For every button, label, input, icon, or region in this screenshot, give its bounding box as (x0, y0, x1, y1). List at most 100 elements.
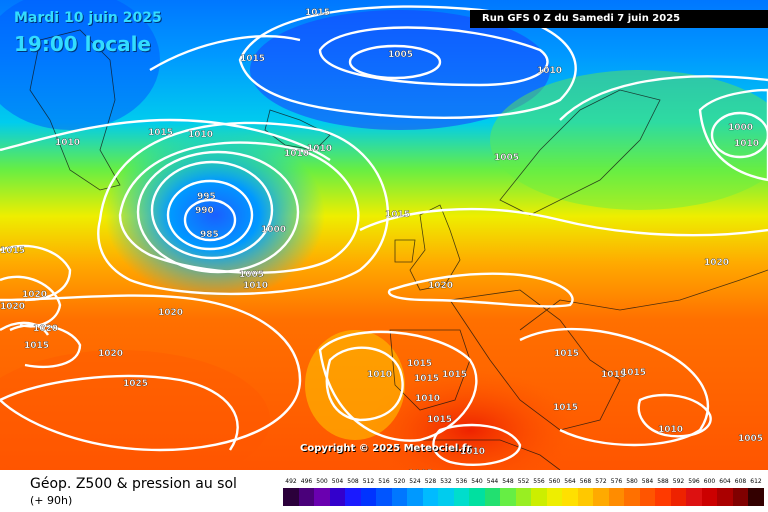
isobar-label: 1010 (188, 130, 213, 140)
scale-tick-label: 548 (502, 478, 514, 485)
isobar-label: 1010 (367, 370, 392, 380)
color-scale: 492 496 500 504 508 512 516 520 524 528 532 536 540 5… (283, 478, 764, 508)
isobar-1020-europe (387, 272, 574, 308)
isobar-label: 1020 (33, 324, 58, 334)
legend-title: Géop. Z500 & pression au sol (30, 476, 237, 492)
scale-color-swatch (422, 488, 439, 506)
scale-tick-label: 584 (641, 478, 654, 485)
scale-color-swatch (608, 488, 625, 506)
scale-color-swatch (562, 488, 578, 506)
scale-color-swatch (298, 488, 315, 506)
scale-color-swatch (717, 488, 733, 506)
scale-tick-label: 512 (362, 478, 375, 485)
scale-color-swatch (624, 488, 640, 506)
scale-color-swatch (329, 488, 346, 506)
scandinavia-field (490, 70, 768, 210)
isobar-label: 1015 (621, 368, 646, 378)
isobar-1010-east (637, 393, 712, 438)
isobar-label: 1015 (554, 349, 579, 359)
scale-color-swatch (391, 488, 408, 506)
scale-color-swatch (686, 488, 702, 506)
nw-cold-field (0, 0, 160, 130)
isobar-label: 1010 (658, 425, 683, 435)
scale-tick-label: 536 (455, 478, 468, 485)
isobar-label: 1015 (0, 246, 25, 256)
legend-footer: Géop. Z500 & pression au sol (+ 90h) 492… (0, 470, 768, 512)
isobar-990 (166, 179, 254, 251)
scale-color-swatch (670, 488, 687, 506)
scale-tick-label: 592 (672, 478, 685, 485)
biscay-warm-field (305, 330, 405, 440)
scale-tick-label: 528 (424, 478, 437, 485)
isobar-label: 1015 (553, 403, 578, 413)
isobar-label: 1005 (388, 50, 413, 60)
scale-tick-label: 524 (409, 478, 421, 485)
isobar-1015-west (0, 244, 72, 302)
isobar-label: 1010 (55, 138, 80, 148)
isobar-1010-ne (559, 75, 768, 121)
scale-tick-label: 576 (610, 478, 623, 485)
scale-tick-label: 532 (440, 478, 452, 485)
scale-tick-label: 580 (626, 478, 638, 485)
scale-tick-label: 504 (331, 478, 344, 485)
isobar-1015-med (519, 327, 710, 447)
scale-tick-label: 588 (657, 478, 669, 485)
isobar-label: 1000 (261, 225, 286, 235)
scale-color-swatch (453, 488, 470, 506)
scale-color-swatch (593, 488, 609, 506)
scale-color-swatch (515, 488, 532, 506)
isobar-label: 1015 (601, 370, 626, 380)
scale-color-swatch (701, 488, 718, 506)
isobar-label: 1020 (704, 258, 729, 268)
isobar-label: 1015 (24, 341, 49, 351)
scale-tick-label: 552 (517, 478, 530, 485)
isobar-label: 1010 (415, 394, 440, 404)
isobar-label: 985 (200, 230, 219, 240)
scale-tick-label: 564 (564, 478, 576, 485)
isobar-1015-nw (149, 35, 301, 72)
scale-color-swatch (655, 488, 671, 506)
isobar-985 (183, 198, 237, 242)
scale-tick-label: 520 (393, 478, 406, 485)
isobar-label: 1015 (442, 370, 467, 380)
scale-color-swatch (484, 488, 501, 506)
isobar-1005-central (118, 141, 360, 274)
isobar-label: 1015 (407, 359, 432, 369)
scale-color-swatch (438, 488, 454, 506)
scale-tick-label: 604 (719, 478, 731, 485)
isobar-1020-south (0, 294, 302, 452)
scale-tick-label: 492 (285, 478, 297, 485)
isobar-label: 1010 (734, 139, 759, 149)
isobar-1005-north (348, 44, 442, 80)
iberia-hot-field (360, 370, 580, 470)
scale-tick-label: 572 (595, 478, 607, 485)
isobar-label: 1015 (148, 128, 173, 138)
isobar-label: 1005 (239, 270, 264, 280)
isobar-label: 1010 (243, 281, 268, 291)
isobar-label: 990 (195, 206, 214, 216)
isobar-1015-iberia (318, 330, 478, 442)
isobar-label: 1010 (307, 144, 332, 154)
scale-tick-label: 508 (347, 478, 359, 485)
scale-color-swatch (407, 488, 423, 506)
isobar-1000-ne (710, 111, 768, 159)
isobar-label: 1020 (428, 281, 453, 291)
isobar-label: 1020 (0, 302, 25, 312)
isobar-label: 1020 (98, 349, 123, 359)
isobar-1010-west-north (0, 118, 331, 161)
isobars (0, 5, 768, 466)
scale-color-swatch (469, 488, 485, 506)
scale-tick-label: 596 (688, 478, 700, 485)
legend-forecast-hour: (+ 90h) (30, 494, 73, 507)
forecast-date: Mardi 10 juin 2025 (14, 10, 162, 26)
isobar-1010-iberia (325, 346, 404, 422)
isobar-label: 995 (197, 192, 216, 202)
scale-color-swatch (546, 488, 563, 506)
isobar-label: 1020 (158, 308, 183, 318)
north-low-field (250, 10, 550, 130)
isobar-label: 1010 (460, 447, 485, 457)
scale-color-swatch (345, 488, 361, 506)
isobar-1025 (0, 374, 239, 451)
